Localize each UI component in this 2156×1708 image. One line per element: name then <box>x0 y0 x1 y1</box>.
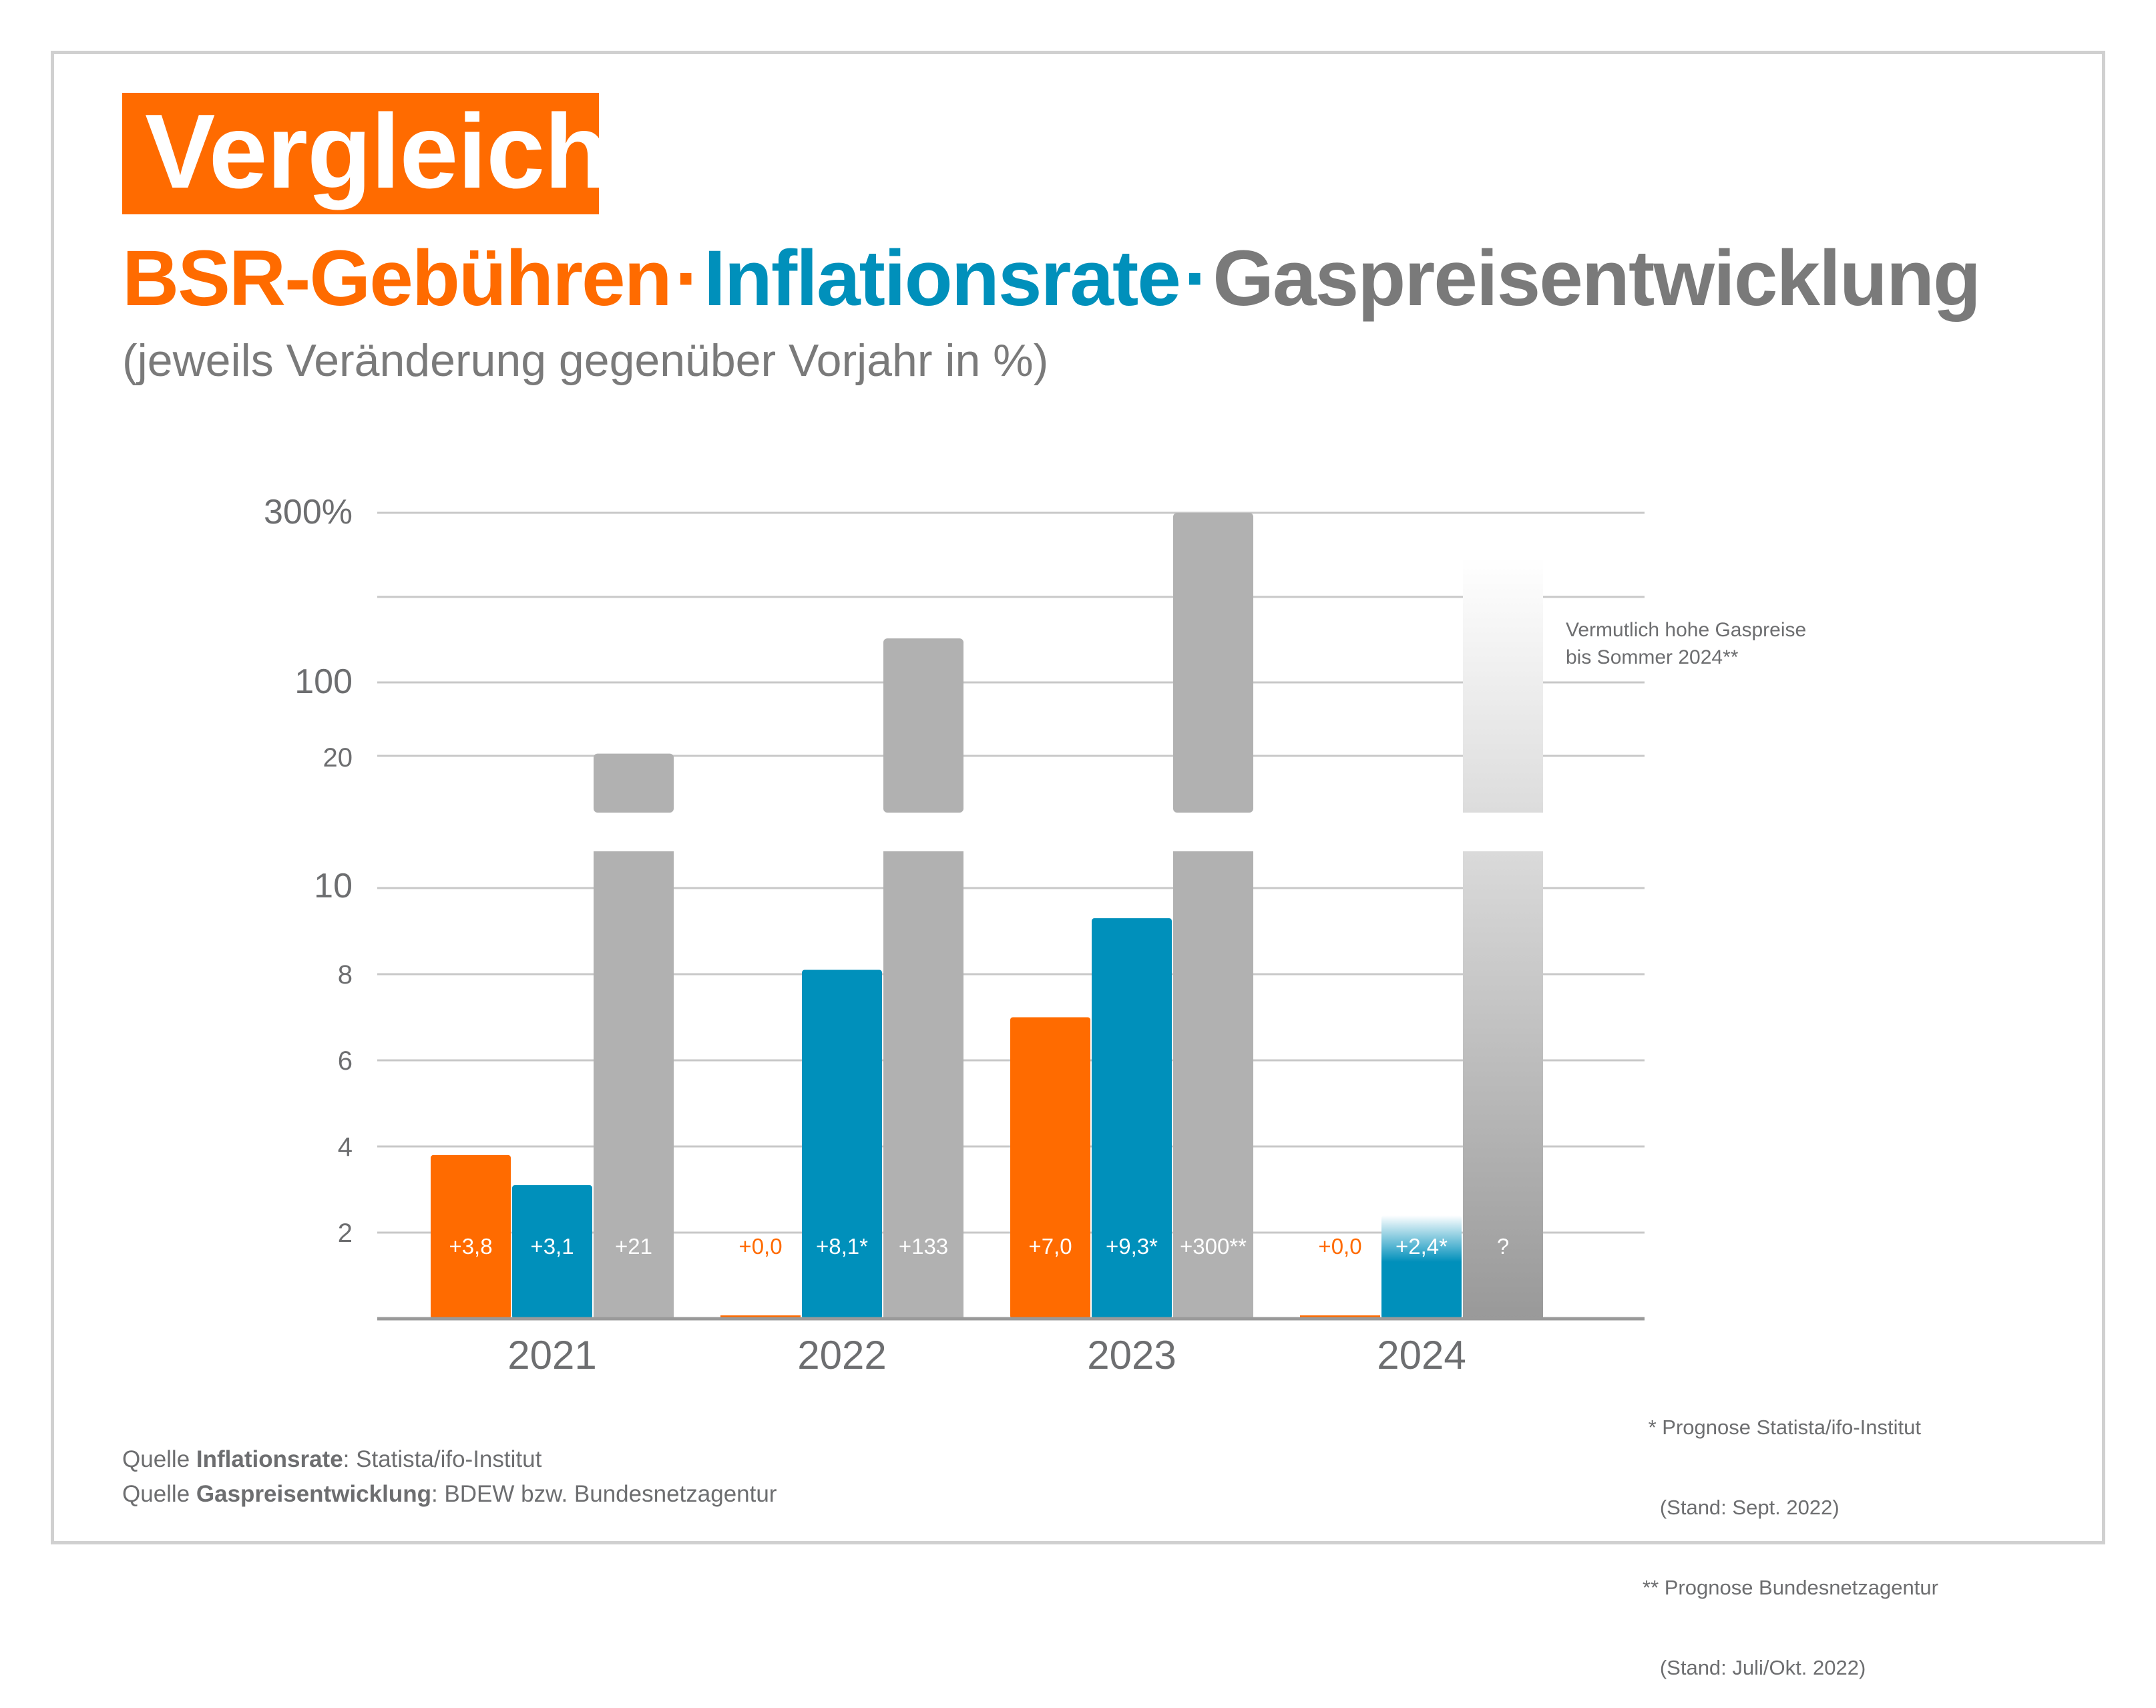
data-label: +21 <box>615 1234 652 1259</box>
y-tick-label: 4 <box>338 1132 353 1162</box>
y-tick-label: 8 <box>338 960 353 990</box>
footnote: (Stand: Sept. 2022) <box>1643 1496 1840 1519</box>
data-label: ? <box>1497 1234 1509 1259</box>
data-label: +8,1* <box>816 1234 868 1259</box>
y-tick-label: 100 <box>294 662 353 701</box>
y-tick-label: 300% <box>264 493 353 531</box>
bar <box>594 753 674 813</box>
source-bold: Gaspreisentwicklung <box>196 1481 431 1507</box>
y-tick-label: 20 <box>323 743 353 773</box>
headline: BSR-Gebühren·Inflationsrate·Gaspreisentw… <box>122 234 1981 323</box>
badge-text: Vergleich <box>145 93 609 210</box>
headline-bsr: BSR-Gebühren <box>122 234 672 323</box>
headline-inflation: Inflationsrate <box>704 234 1181 323</box>
bar <box>431 1154 511 1319</box>
bar-chart: 2 4 6 8 10 20 100 300% +3,8 +3,1 +21 2021 +0,0 +8,1* +… <box>264 493 1806 1377</box>
footnote: * Prognose Statista/ifo-Institut <box>1643 1416 1921 1439</box>
bar <box>1092 918 1172 1319</box>
headline-separator: · <box>674 234 701 323</box>
data-label: +0,0 <box>738 1234 782 1259</box>
x-tick-label: 2022 <box>797 1333 886 1377</box>
data-label: +0,0 <box>1318 1234 1361 1259</box>
source-rest: : Statista/ifo-Institut <box>343 1446 542 1472</box>
data-label: +3,1 <box>530 1234 574 1259</box>
bar <box>1010 1017 1090 1319</box>
source-prefix: Quelle <box>122 1446 196 1472</box>
source-bold: Inflationsrate <box>196 1446 343 1472</box>
footnote: ** Prognose Bundesnetzagentur <box>1643 1576 1938 1599</box>
source-prefix: Quelle <box>122 1481 196 1507</box>
y-tick-label: 10 <box>314 867 353 905</box>
chart-annotation: Vermutlich hohe Gaspreise bis Sommer 2024… <box>1566 619 1806 668</box>
data-label: +3,8 <box>449 1234 492 1259</box>
source-inflation: Quelle Inflationsrate: Statista/ifo-Inst… <box>122 1442 777 1477</box>
data-label: +133 <box>899 1234 948 1259</box>
data-label: +9,3* <box>1106 1234 1158 1259</box>
title-badge: Vergleich <box>122 93 609 214</box>
bar <box>1381 1215 1462 1319</box>
y-tick-label: 2 <box>338 1219 353 1248</box>
footnotes: * Prognose Statista/ifo-Institut (Stand:… <box>1643 1361 1938 1708</box>
bar <box>1463 558 1543 813</box>
x-tick-label: 2021 <box>507 1333 596 1377</box>
data-label: +300** <box>1180 1234 1247 1259</box>
chart-frame <box>51 51 2105 1544</box>
sources: Quelle Inflationsrate: Statista/ifo-Inst… <box>122 1442 777 1512</box>
bar <box>883 638 963 813</box>
y-tick-label: 6 <box>338 1046 353 1076</box>
bar <box>1173 851 1253 1319</box>
source-gas: Quelle Gaspreisentwicklung: BDEW bzw. Bu… <box>122 1477 777 1512</box>
data-label: +2,4* <box>1395 1234 1448 1259</box>
headline-separator: · <box>1183 234 1210 323</box>
subtitle: (jeweils Veränderung gegenüber Vorjahr i… <box>122 335 1049 386</box>
footnote: (Stand: Juli/Okt. 2022) <box>1643 1656 1866 1679</box>
x-tick-label: 2024 <box>1377 1333 1466 1377</box>
headline-gas: Gaspreisentwicklung <box>1213 234 1981 323</box>
bar <box>802 970 882 1319</box>
source-rest: : BDEW bzw. Bundesnetzagentur <box>431 1481 777 1507</box>
data-label: +7,0 <box>1028 1234 1072 1259</box>
bar <box>594 851 674 1319</box>
x-tick-label: 2023 <box>1087 1333 1176 1377</box>
bar <box>1173 513 1253 813</box>
bar <box>1463 851 1543 1319</box>
bar <box>883 851 963 1319</box>
bar <box>512 1185 592 1319</box>
